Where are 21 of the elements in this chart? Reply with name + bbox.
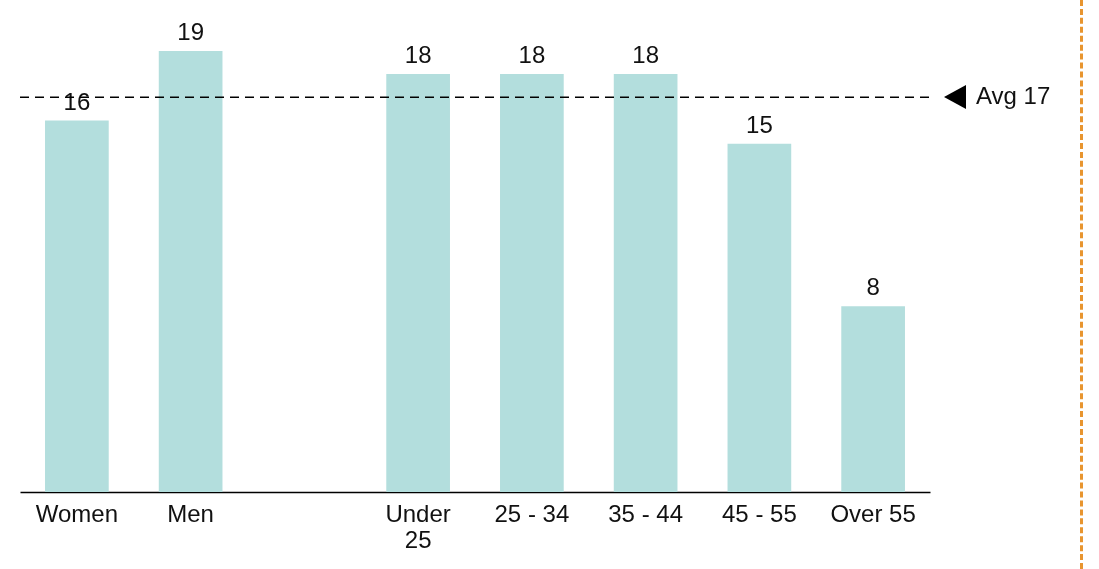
data-label: 8 [866, 273, 880, 301]
x-tick-label: Women [35, 499, 119, 527]
bar [386, 74, 450, 492]
data-label: 19 [177, 17, 204, 45]
ref-line-label: Avg 17 [976, 82, 1051, 110]
x-tick-label: 35 - 44 [608, 499, 683, 527]
x-tick-label: 25 - 34 [494, 499, 570, 527]
bar [158, 50, 223, 492]
x-tick-label: Under 25 [385, 499, 451, 553]
bar [841, 306, 905, 492]
x-tick-label: 45 - 55 [722, 499, 797, 527]
data-label: 18 [404, 41, 432, 69]
bar [613, 74, 678, 492]
bar [45, 120, 109, 492]
bar [727, 143, 792, 492]
data-label: 15 [746, 110, 773, 138]
x-tick-label: Men [167, 499, 214, 527]
data-label: 18 [518, 41, 546, 69]
x-tick-label: Over 55 [830, 499, 916, 527]
data-label: 18 [632, 41, 659, 69]
bar [500, 74, 564, 492]
